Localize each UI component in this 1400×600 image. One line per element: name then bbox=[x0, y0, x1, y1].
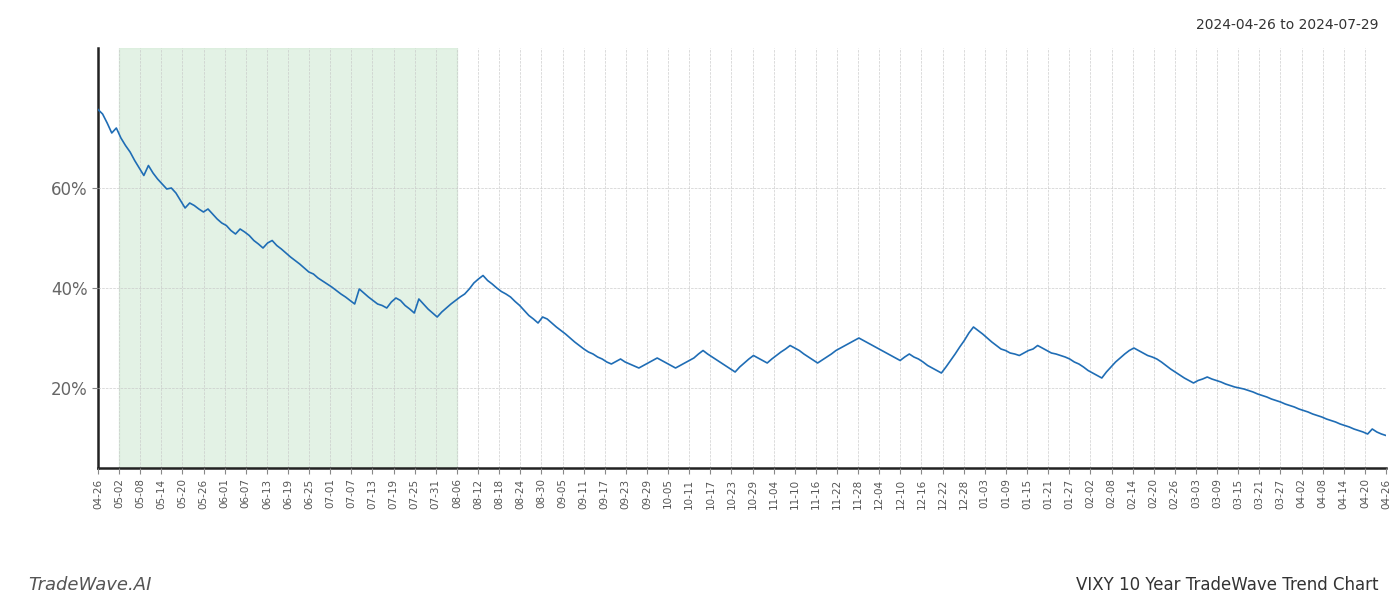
Bar bbox=[119, 48, 456, 468]
Text: 2024-04-26 to 2024-07-29: 2024-04-26 to 2024-07-29 bbox=[1197, 18, 1379, 32]
Text: TradeWave.AI: TradeWave.AI bbox=[28, 576, 151, 594]
Text: VIXY 10 Year TradeWave Trend Chart: VIXY 10 Year TradeWave Trend Chart bbox=[1077, 576, 1379, 594]
